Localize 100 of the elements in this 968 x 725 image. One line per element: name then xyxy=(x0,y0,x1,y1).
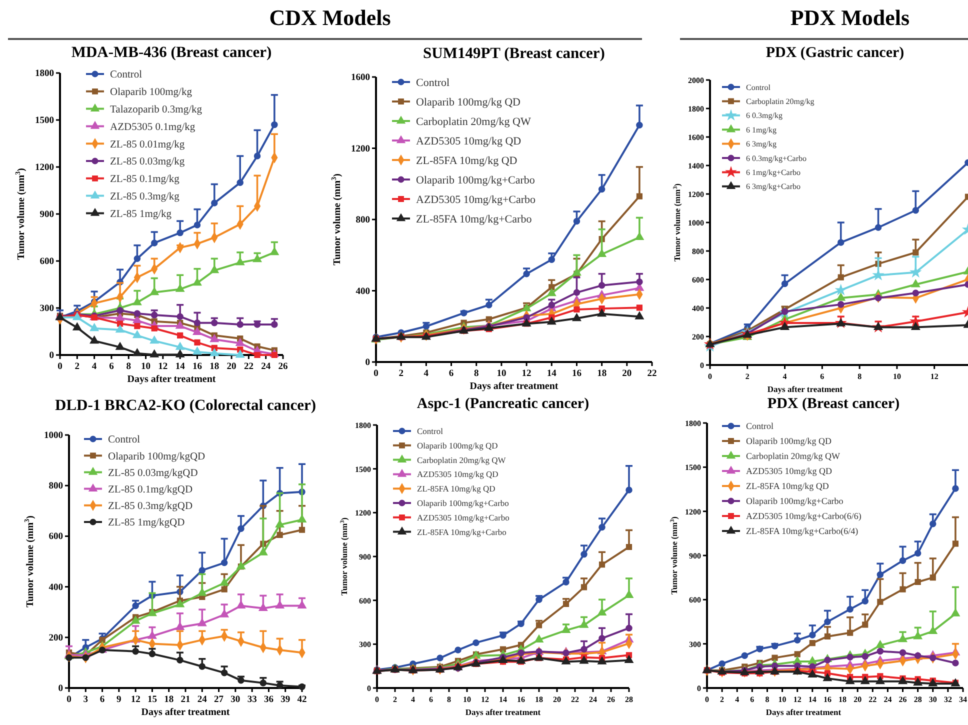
y-tick-label: 1500 xyxy=(355,464,371,474)
x-tick-label: 15 xyxy=(147,695,158,705)
y-tick-label: 1800 xyxy=(688,104,704,114)
legend-label: Control xyxy=(108,434,140,446)
x-tick-label: 24 xyxy=(589,695,597,704)
legend-label: ZL-85 0.01mg/kg xyxy=(110,139,186,150)
chart-title: MDA-MB-436 (Breast cancer) xyxy=(71,44,272,61)
y-tick-label: 1200 xyxy=(685,507,701,516)
x-tick-label: 10 xyxy=(778,695,786,704)
y-tick-label: 900 xyxy=(689,552,701,560)
y-tick-label: 1400 xyxy=(688,162,704,170)
x-tick-label: 14 xyxy=(546,369,557,379)
x-tick-label: 27 xyxy=(214,695,224,705)
x-tick-label: 8 xyxy=(474,369,479,379)
legend-label: Control xyxy=(416,76,450,89)
legend-label: AZD5305 0.1mg/kg xyxy=(110,122,196,133)
y-tick-label: 300 xyxy=(359,640,371,650)
legend-label: Carboplatin 20mg/kg QW xyxy=(417,454,506,465)
x-tick-label: 0 xyxy=(708,372,712,381)
x-tick-label: 8 xyxy=(126,362,132,372)
y-tick-label: 400 xyxy=(356,286,370,297)
x-tick-label: 12 xyxy=(158,362,168,372)
legend-label: Control xyxy=(746,82,772,92)
chart-title: DLD-1 BRCA2-KO (Colorectal cancer) xyxy=(55,397,316,414)
x-tick-label: 4 xyxy=(411,695,415,704)
x-tick-label: 12 xyxy=(130,695,141,705)
x-tick-label: 6 xyxy=(750,695,754,704)
legend-label: ZL-85FA 10mg/kg+Carbo xyxy=(417,526,506,537)
y-tick-label: 400 xyxy=(48,582,64,593)
legend-label: 6 0.3mg/kg xyxy=(746,111,782,120)
x-tick-label: 18 xyxy=(838,695,847,704)
legend-label: Control xyxy=(417,426,444,436)
x-tick-label: 12 xyxy=(793,695,802,704)
x-tick-label: 6 xyxy=(100,695,105,705)
x-tick-label: 30 xyxy=(928,695,937,704)
y-tick-label: 1000 xyxy=(688,218,704,228)
y-tick-label: 1500 xyxy=(685,463,701,472)
x-tick-label: 22 xyxy=(647,369,657,379)
x-tick-label: 16 xyxy=(517,695,525,704)
x-tick-label: 20 xyxy=(622,369,632,379)
legend-label: AZD5305 10mg/kg+Carbo xyxy=(417,512,510,522)
x-tick-label: 20 xyxy=(553,695,561,704)
y-tick-label: 300 xyxy=(40,304,54,314)
chart-title: SUM149PT (Breast cancer) xyxy=(423,45,605,62)
y-tick-label: 900 xyxy=(359,552,371,562)
x-axis-title: Days after treatment xyxy=(141,707,230,718)
legend-label: ZL-85 0.03mg/kg xyxy=(110,156,186,168)
y-tick-label: 600 xyxy=(692,276,704,284)
x-tick-label: 2 xyxy=(745,372,750,381)
chart-title: Aspc-1 (Pancreatic cancer) xyxy=(416,396,590,412)
x-tick-label: 12 xyxy=(481,695,489,704)
x-tick-label: 6 xyxy=(429,695,433,704)
legend-label: AZD5305 10mg/kg+Carbo(6/6) xyxy=(746,511,862,522)
x-tick-label: 36 xyxy=(264,695,274,705)
x-tick-label: 16 xyxy=(572,369,582,379)
x-tick-label: 4 xyxy=(92,362,97,372)
x-tick-label: 16 xyxy=(192,362,202,372)
legend-label: AZD5305 10mg/kg+Carbo xyxy=(416,194,536,206)
y-tick-label: 0 xyxy=(697,684,701,693)
x-tick-label: 8 xyxy=(858,372,862,381)
x-tick-label: 9 xyxy=(116,695,122,705)
legend-label: ZL-85 0.1mg/kg xyxy=(110,174,180,186)
legend-label: ZL-85 1mg/kgQD xyxy=(108,518,186,529)
x-tick-label: 20 xyxy=(226,362,237,372)
x-tick-label: 12 xyxy=(522,369,532,379)
x-tick-label: 2 xyxy=(720,695,724,704)
y-tick-label: 400 xyxy=(692,304,704,313)
y-tick-label: 1800 xyxy=(685,419,701,428)
x-tick-label: 22 xyxy=(868,695,877,704)
legend-label: Carboplatin 20mg/kg QW xyxy=(416,116,532,128)
x-tick-label: 32 xyxy=(944,695,952,704)
x-tick-label: 42 xyxy=(297,695,307,705)
y-tick-label: 1800 xyxy=(355,421,371,430)
legend-label: Olaparib 100mg/kg QD xyxy=(416,96,521,108)
x-tick-label: 14 xyxy=(175,362,186,372)
x-tick-label: 0 xyxy=(66,695,72,705)
x-tick-label: 28 xyxy=(914,695,922,704)
x-tick-label: 39 xyxy=(280,695,290,705)
chart-title: PDX (Breast cancer) xyxy=(767,396,900,412)
legend-label: AZD5305 10mg/kg QD xyxy=(417,469,498,480)
y-tick-label: 1200 xyxy=(35,163,54,173)
x-tick-label: 2 xyxy=(74,362,80,372)
x-axis-title: Days after treatment xyxy=(767,384,843,394)
legend-label: Olaparib 100mg/kg xyxy=(110,87,193,98)
x-tick-label: 10 xyxy=(496,369,506,379)
x-tick-label: 18 xyxy=(210,362,220,372)
x-tick-label: 6 xyxy=(820,372,824,381)
y-tick-label: 2000 xyxy=(688,76,704,85)
x-tick-label: 28 xyxy=(625,695,633,704)
x-tick-label: 22 xyxy=(571,695,579,704)
x-tick-label: 33 xyxy=(247,695,258,705)
x-tick-label: 20 xyxy=(854,695,862,704)
x-tick-label: 0 xyxy=(374,369,379,379)
text: CDX Models xyxy=(269,5,392,30)
y-tick-label: 600 xyxy=(359,596,371,606)
legend-label: Olaparib 100mg/kg+Carbo xyxy=(746,496,844,506)
x-tick-label: 24 xyxy=(261,362,271,372)
y-tick-label: 1600 xyxy=(688,133,704,142)
legend-label: ZL-85 0.3mg/kg xyxy=(110,191,180,202)
x-tick-label: 4 xyxy=(782,372,787,381)
